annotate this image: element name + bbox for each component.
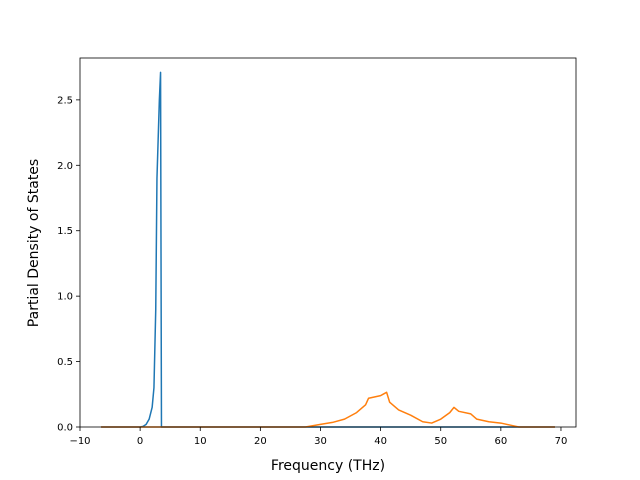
- x-tick-label: 50: [434, 436, 447, 447]
- x-axis-label: Frequency (THz): [271, 458, 385, 474]
- x-tick-label: 60: [494, 436, 507, 447]
- y-tick-label: 0.0: [57, 423, 73, 434]
- y-tick-label: 2.0: [57, 161, 73, 172]
- series-line-2: [101, 391, 555, 428]
- x-tick-label: 40: [374, 436, 387, 447]
- axes-layer: −10 0 10 20 30 40 50 60 70 0.0 0.5 1.0 1.5 2.0 2.5: [57, 57, 577, 447]
- x-tick-label: 20: [254, 436, 267, 447]
- x-tick-label: −10: [69, 436, 90, 447]
- x-tick-label: 10: [194, 436, 207, 447]
- y-tick-label: 1.5: [57, 226, 73, 237]
- x-tick-label: 70: [555, 436, 568, 447]
- plot-frame: [79, 57, 577, 428]
- x-tick-label: 30: [314, 436, 327, 447]
- y-axis-label: Partial Density of States: [26, 159, 42, 327]
- y-tick-label: 1.0: [57, 292, 73, 303]
- y-tick-label: 0.5: [57, 357, 73, 368]
- y-tick-label: 2.5: [57, 95, 73, 106]
- x-tick-label: 0: [137, 436, 143, 447]
